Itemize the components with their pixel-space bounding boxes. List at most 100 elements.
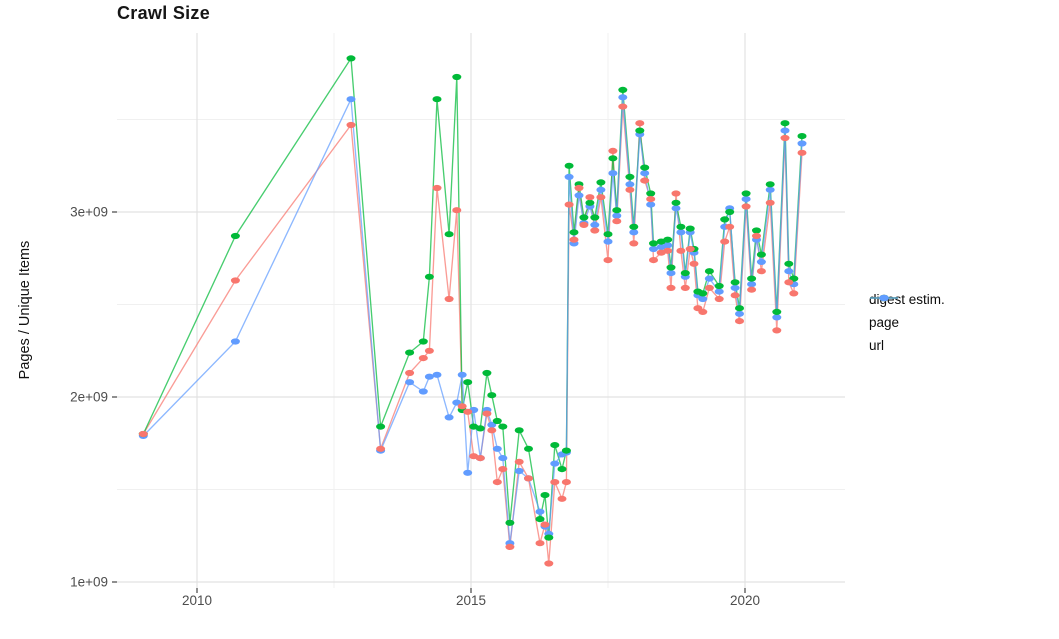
data-point	[730, 292, 740, 299]
data-point	[463, 408, 473, 415]
data-point	[720, 238, 730, 245]
x-axis-tick-labels: 2010 2015 2020	[182, 593, 760, 608]
data-point	[574, 192, 584, 199]
data-point	[564, 201, 574, 208]
y-tick-label: 2e+09	[70, 390, 108, 405]
data-point	[482, 410, 492, 417]
data-point	[618, 94, 628, 101]
axis-ticks	[112, 211, 746, 593]
data-point	[579, 221, 589, 228]
series-points	[138, 55, 807, 567]
data-point	[487, 427, 497, 434]
data-point	[498, 455, 508, 462]
data-point	[444, 414, 454, 421]
data-point	[676, 247, 686, 254]
data-point	[618, 103, 628, 110]
x-tick-label: 2010	[182, 593, 212, 608]
data-point	[475, 425, 485, 432]
data-point	[730, 284, 740, 291]
data-point	[698, 290, 708, 297]
url-line	[142, 96, 803, 544]
data-point	[765, 199, 775, 206]
data-point	[376, 423, 386, 430]
data-point	[603, 231, 613, 238]
data-point	[452, 207, 462, 214]
data-point	[646, 201, 656, 208]
data-point	[457, 403, 467, 410]
data-point	[487, 421, 497, 428]
data-point	[640, 170, 650, 177]
data-point	[752, 227, 761, 234]
data-point	[680, 284, 690, 291]
data-point	[784, 279, 794, 286]
data-point	[646, 190, 656, 197]
legend-label: url	[869, 337, 885, 353]
data-point	[797, 140, 807, 147]
data-point	[561, 479, 571, 486]
data-point	[649, 257, 658, 264]
data-point	[444, 231, 454, 238]
y-tick-label: 1e+09	[70, 575, 108, 590]
data-point	[524, 475, 533, 482]
data-point	[663, 247, 673, 254]
data-point	[640, 164, 650, 171]
data-point	[230, 232, 240, 240]
data-point	[492, 479, 502, 486]
digest-estim--line	[142, 106, 803, 564]
data-point	[514, 458, 524, 465]
data-point	[444, 295, 454, 303]
x-tick-label: 2020	[730, 593, 760, 608]
data-point	[730, 279, 740, 286]
data-point	[756, 258, 766, 265]
data-point	[424, 373, 434, 380]
data-point	[418, 338, 428, 345]
data-point	[765, 181, 775, 188]
data-point	[698, 308, 708, 315]
data-point	[596, 186, 606, 193]
data-point	[720, 216, 730, 223]
data-point	[540, 492, 550, 499]
data-point	[574, 184, 584, 192]
data-point	[550, 479, 560, 486]
data-point	[564, 173, 574, 180]
data-point	[482, 369, 492, 377]
data-point	[557, 466, 567, 473]
data-point	[492, 417, 502, 425]
data-point	[741, 196, 751, 203]
data-point	[432, 184, 442, 192]
data-point	[603, 238, 613, 245]
data-point	[498, 466, 508, 473]
data-point	[772, 314, 782, 321]
data-point	[505, 543, 515, 551]
data-point	[535, 516, 545, 523]
data-point	[405, 369, 415, 377]
data-point	[492, 445, 502, 452]
data-point	[590, 221, 600, 228]
url-points	[138, 94, 807, 547]
data-point	[663, 242, 673, 249]
data-point	[463, 469, 473, 476]
data-point	[649, 245, 658, 253]
legend-item-page: page	[869, 294, 945, 331]
y-tick-label: 3e+09	[70, 205, 108, 220]
data-point	[756, 251, 766, 258]
data-point	[635, 127, 645, 134]
data-point	[625, 181, 635, 188]
data-point	[704, 284, 714, 291]
data-point	[603, 257, 613, 264]
data-point	[756, 268, 766, 275]
data-point	[585, 194, 595, 201]
data-point	[784, 260, 794, 267]
data-point	[550, 442, 560, 449]
data-point	[346, 96, 356, 103]
data-point	[635, 120, 645, 127]
data-point	[230, 277, 240, 284]
data-point	[680, 270, 690, 277]
data-point	[505, 519, 515, 526]
data-point	[475, 455, 485, 462]
data-point	[432, 96, 442, 103]
data-point	[780, 134, 790, 142]
chart-title: Crawl Size	[117, 3, 211, 23]
